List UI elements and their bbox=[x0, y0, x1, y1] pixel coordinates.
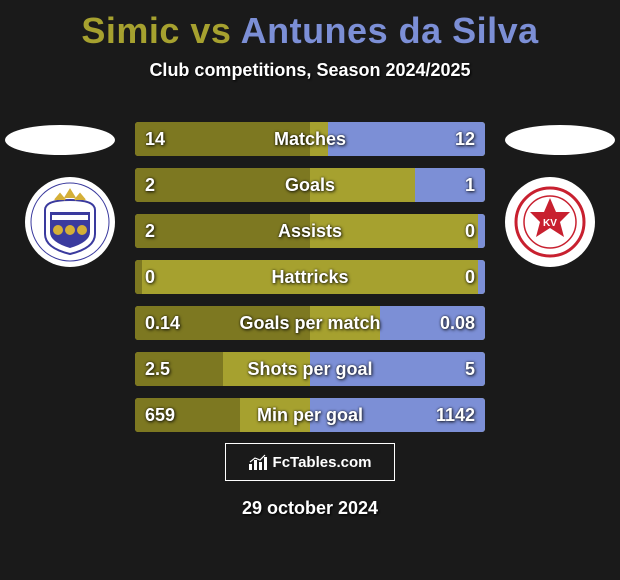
bar-left-fill bbox=[135, 260, 142, 294]
bar-left-fill bbox=[135, 306, 310, 340]
bar-right-fill bbox=[380, 306, 485, 340]
stat-row: Matches1412 bbox=[135, 122, 485, 156]
bar-track bbox=[135, 214, 485, 248]
comparison-bars: Matches1412 Goals21 Assists20 Hattricks00 Go… bbox=[135, 122, 485, 444]
bar-track bbox=[135, 122, 485, 156]
player1-name: Simic bbox=[81, 10, 180, 51]
bar-right-fill bbox=[478, 214, 485, 248]
bar-track bbox=[135, 398, 485, 432]
bar-left-fill bbox=[135, 214, 310, 248]
bar-track bbox=[135, 260, 485, 294]
svg-text:KV: KV bbox=[543, 218, 557, 229]
stat-row: Shots per goal2.55 bbox=[135, 352, 485, 386]
player1-club-badge bbox=[25, 177, 115, 267]
subtitle: Club competitions, Season 2024/2025 bbox=[0, 60, 620, 81]
anderlecht-badge-icon bbox=[30, 182, 110, 262]
bar-right-fill bbox=[310, 398, 485, 432]
stat-row: Goals per match0.140.08 bbox=[135, 306, 485, 340]
watermark-text: FcTables.com bbox=[273, 454, 372, 471]
bar-left-fill bbox=[135, 122, 310, 156]
player2-name: Antunes da Silva bbox=[241, 10, 539, 51]
vs-text: vs bbox=[180, 10, 241, 51]
stat-row: Hattricks00 bbox=[135, 260, 485, 294]
player1-photo-placeholder bbox=[5, 125, 115, 155]
bar-left-fill bbox=[135, 168, 310, 202]
watermark-box: FcTables.com bbox=[225, 443, 395, 481]
bar-track bbox=[135, 168, 485, 202]
player2-photo-placeholder bbox=[505, 125, 615, 155]
kortrijk-badge-icon: KV bbox=[510, 182, 590, 262]
stat-row: Goals21 bbox=[135, 168, 485, 202]
stat-row: Min per goal6591142 bbox=[135, 398, 485, 432]
page-title: Simic vs Antunes da Silva bbox=[0, 0, 620, 52]
bar-right-fill bbox=[310, 352, 485, 386]
bar-left-fill bbox=[135, 398, 240, 432]
player2-club-badge: KV bbox=[505, 177, 595, 267]
bar-track bbox=[135, 306, 485, 340]
chart-icon bbox=[249, 454, 269, 470]
bar-right-fill bbox=[328, 122, 486, 156]
date-text: 29 october 2024 bbox=[0, 498, 620, 519]
bar-left-fill bbox=[135, 352, 223, 386]
bar-right-fill bbox=[415, 168, 485, 202]
stat-row: Assists20 bbox=[135, 214, 485, 248]
bar-track bbox=[135, 352, 485, 386]
bar-right-fill bbox=[478, 260, 485, 294]
